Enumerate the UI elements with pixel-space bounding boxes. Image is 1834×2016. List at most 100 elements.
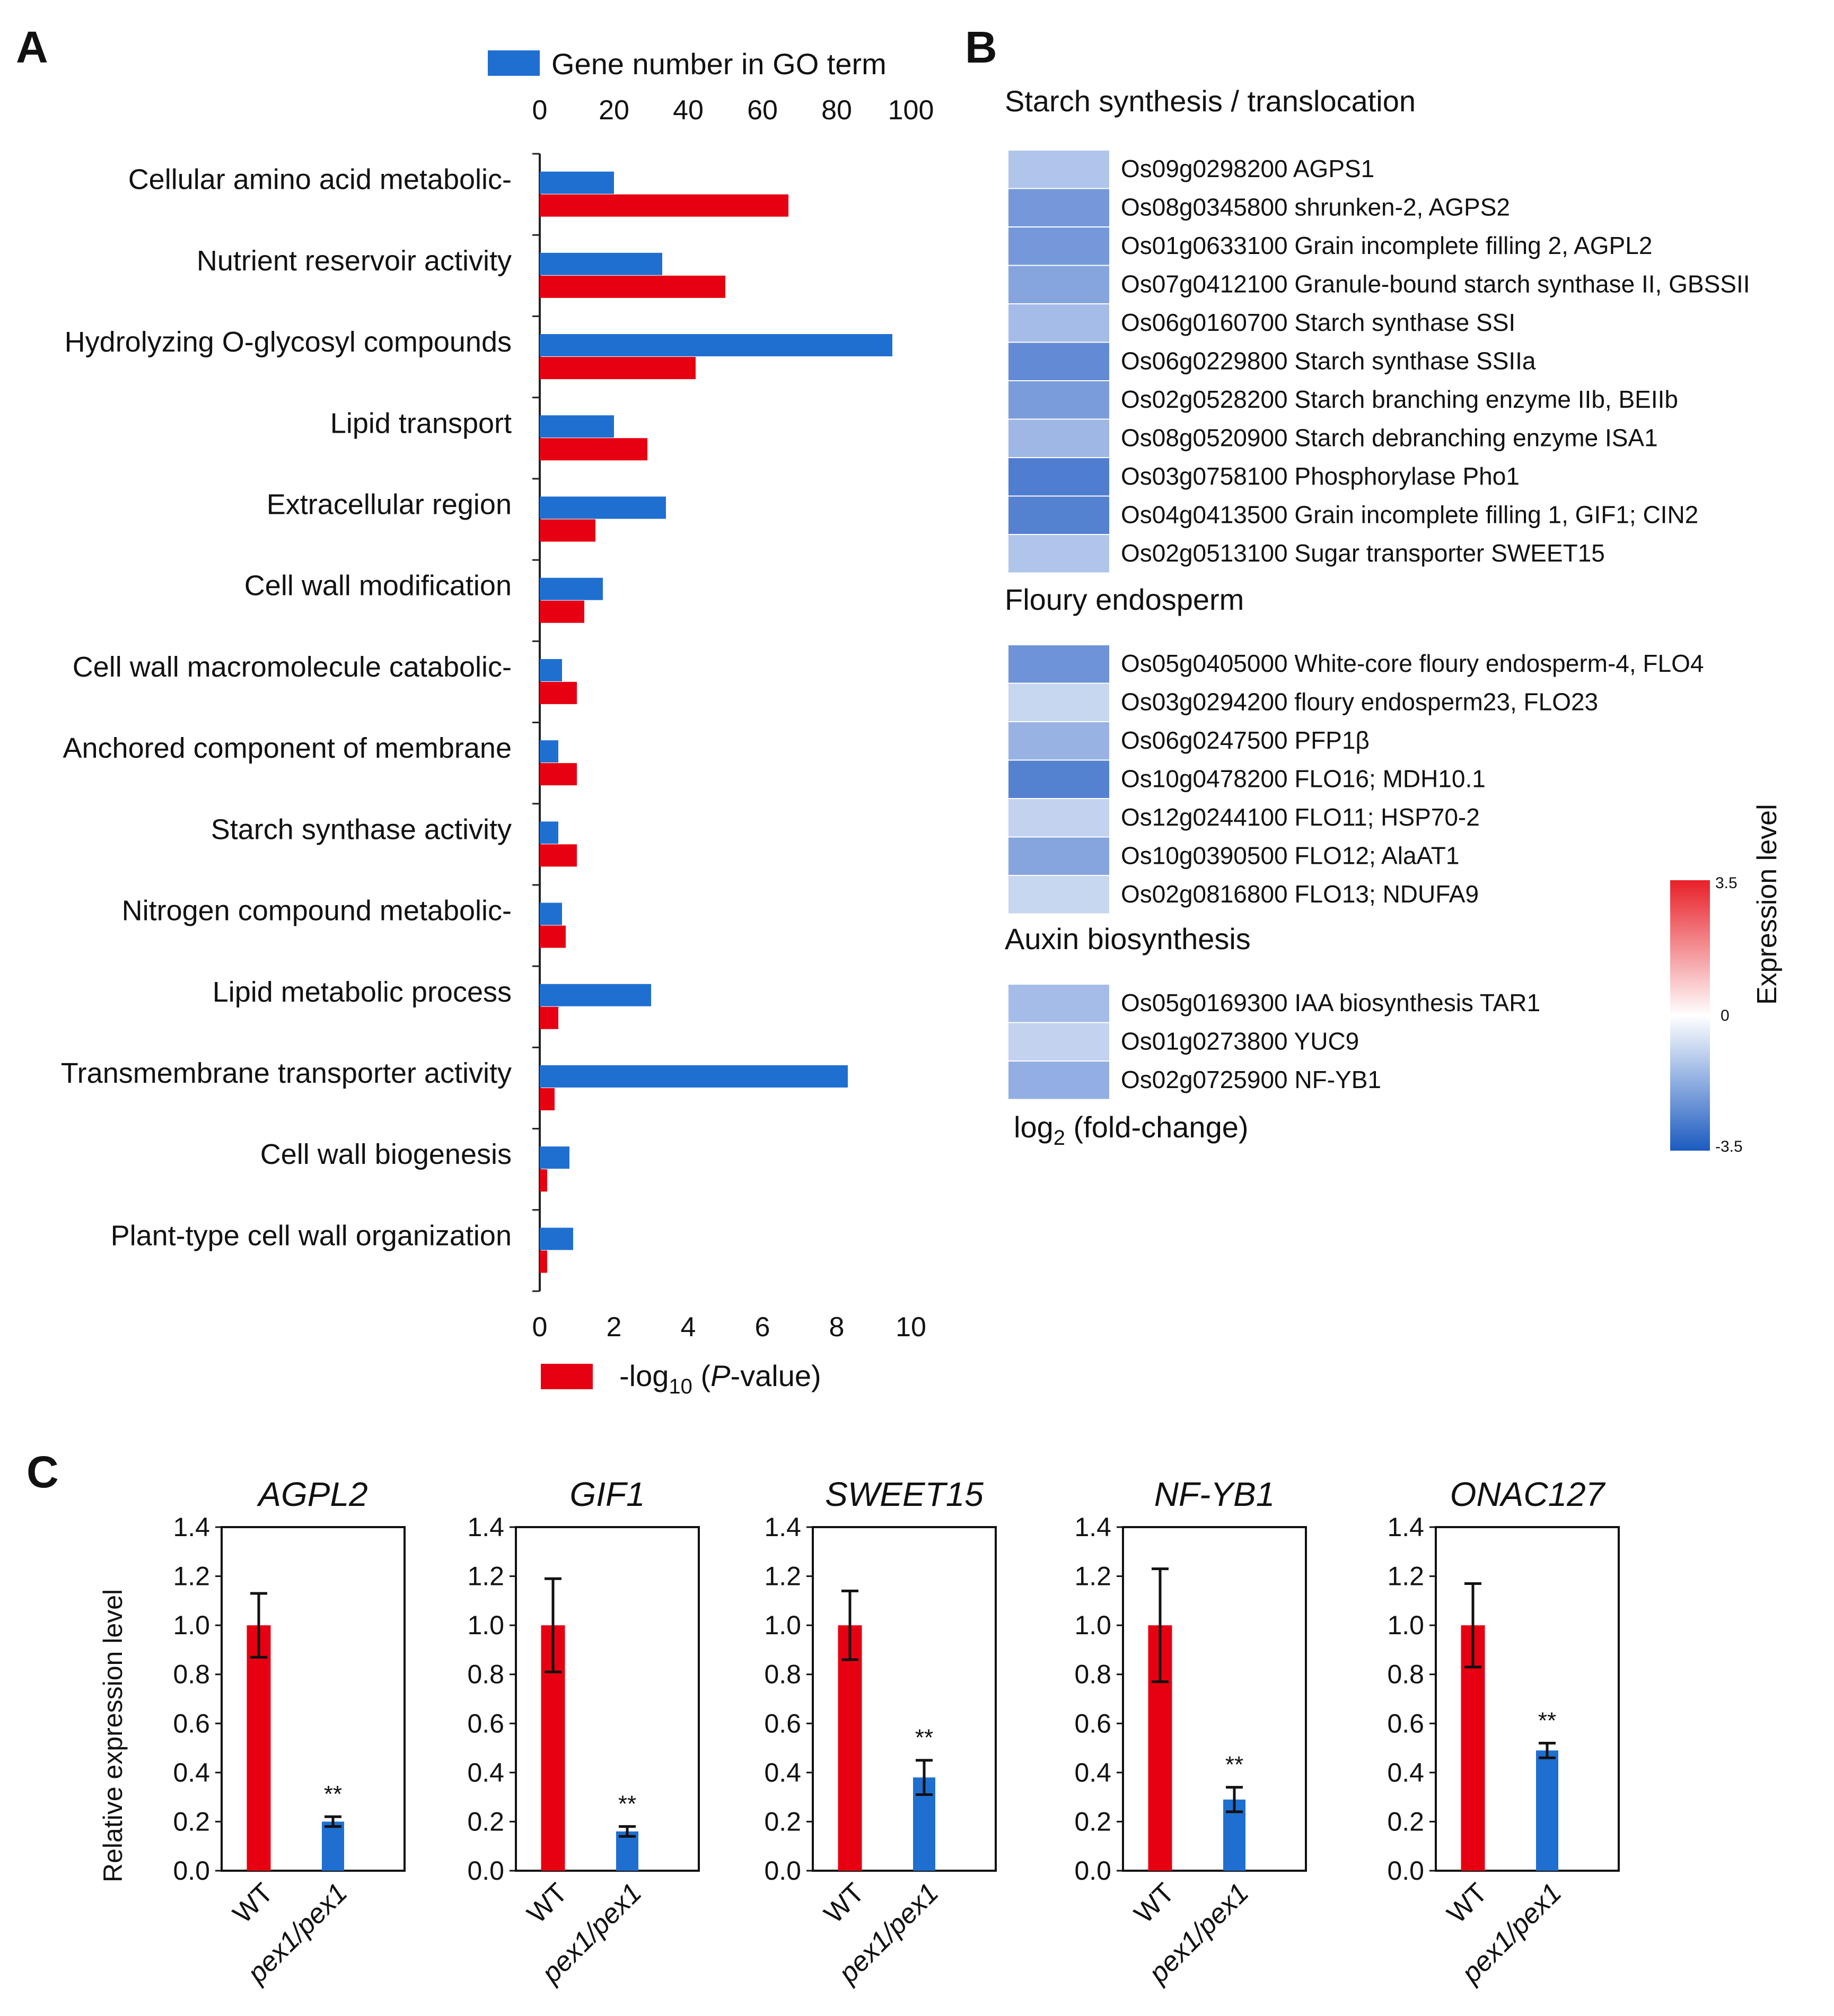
y-axis-label: Relative expression level <box>98 1589 128 1882</box>
heatmap-cell <box>1008 304 1109 342</box>
y-tick-label: 0.2 <box>467 1807 504 1836</box>
x-label-wt: WT <box>1128 1877 1180 1929</box>
top-axis-tick: 100 <box>888 95 934 126</box>
heatmap-cell <box>1008 535 1109 573</box>
y-tick-label: 1.4 <box>467 1512 504 1542</box>
expression-subchart: AGPL20.00.20.40.60.81.01.21.4**WTpex1/pe… <box>173 1475 406 1990</box>
colorbar-tick-min: -3.5 <box>1715 1138 1743 1155</box>
gene-number-bar <box>540 821 558 844</box>
gene-label: Os08g0520900 Starch debranching enzyme I… <box>1121 424 1658 452</box>
significance-mark: ** <box>618 1791 636 1817</box>
pvalue-bar <box>540 438 647 461</box>
y-tick-label: 0.6 <box>1074 1708 1111 1738</box>
y-tick-label: 0.2 <box>1387 1807 1424 1836</box>
mutant-bar <box>322 1821 344 1871</box>
expression-subchart: ONAC1270.00.20.40.60.81.01.21.4**WTpex1/… <box>1387 1475 1620 1990</box>
x-label-wt: WT <box>521 1877 573 1929</box>
y-tick-label: 1.2 <box>1074 1562 1111 1591</box>
bottom-axis-tick: 0 <box>532 1312 548 1343</box>
colorbar-title: Expression level <box>1752 804 1783 1005</box>
y-tick-label: 0.2 <box>1074 1807 1111 1836</box>
y-tick-label: 0.4 <box>1387 1758 1424 1787</box>
heatmap-section-title: Floury endosperm <box>1005 583 1244 616</box>
x-label-wt: WT <box>227 1877 279 1929</box>
y-tick-label: 1.2 <box>764 1562 801 1591</box>
pvalue-bar <box>540 1250 547 1273</box>
pvalue-bar <box>540 519 595 542</box>
heatmap-cell <box>1008 266 1109 303</box>
gene-number-bar <box>540 171 614 194</box>
significance-mark: ** <box>324 1781 342 1807</box>
y-tick-label: 0.4 <box>173 1758 210 1787</box>
heatmap-cell <box>1008 1023 1109 1060</box>
y-tick-label: 0.2 <box>173 1807 210 1836</box>
heatmap-cell <box>1008 683 1109 721</box>
gene-label: Os06g0247500 PFP1β <box>1121 726 1370 754</box>
top-axis-tick: 80 <box>821 95 852 126</box>
gene-label: Os02g0513100 Sugar transporter SWEET15 <box>1121 539 1605 567</box>
mutant-bar <box>1536 1750 1558 1871</box>
pvalue-bar <box>540 925 566 948</box>
y-tick-label: 0.8 <box>1387 1660 1424 1689</box>
panel-label-a: A <box>16 22 48 72</box>
y-tick-label: 0.8 <box>467 1660 504 1689</box>
gene-label: Os06g0229800 Starch synthase SSIIa <box>1121 347 1536 375</box>
x-label-wt: WT <box>818 1877 870 1929</box>
y-tick-label: 1.2 <box>1387 1562 1424 1591</box>
bottom-axis-tick: 8 <box>829 1312 845 1343</box>
y-tick-label: 0.8 <box>764 1660 801 1689</box>
expression-subchart: GIF10.00.20.40.60.81.01.21.4**WTpex1/pex… <box>467 1475 700 1990</box>
y-tick-label: 1.0 <box>1387 1610 1424 1640</box>
significance-mark: ** <box>1225 1752 1243 1778</box>
heatmap-section-title: Auxin biosynthesis <box>1005 922 1251 956</box>
heatmap-cell <box>1008 760 1109 798</box>
legend-swatch-gene-number <box>488 50 540 76</box>
colorbar <box>1670 880 1710 1151</box>
go-term-label: Hydrolyzing O-glycosyl compounds <box>65 326 512 358</box>
gene-label: Os04g0413500 Grain incomplete filling 1,… <box>1121 501 1698 529</box>
gene-label: Os05g0169300 IAA biosynthesis TAR1 <box>1121 989 1540 1016</box>
heatmap-cell <box>1008 799 1109 837</box>
pvalue-bar <box>540 357 696 380</box>
heatmap-cell <box>1008 381 1109 419</box>
gene-label: Os01g0633100 Grain incomplete filling 2,… <box>1121 232 1652 259</box>
significance-mark: ** <box>915 1725 933 1751</box>
gene-label: Os08g0345800 shrunken-2, AGPS2 <box>1121 194 1510 221</box>
go-term-label: Cell wall modification <box>244 570 512 602</box>
heatmap-cell <box>1008 458 1109 496</box>
gene-label: Os02g0816800 FLO13; NDUFA9 <box>1121 880 1479 908</box>
heatmap-cell <box>1008 151 1109 188</box>
y-tick-label: 0.4 <box>467 1758 504 1787</box>
go-term-label: Starch synthase activity <box>211 813 512 845</box>
go-term-label: Cell wall biogenesis <box>260 1138 512 1170</box>
expression-heatmap: Starch synthesis / translocation Os09g029… <box>1005 84 1783 1155</box>
bottom-axis-tick: 6 <box>755 1312 770 1343</box>
bottom-axis-tick: 2 <box>607 1312 622 1343</box>
gene-label: Os06g0160700 Starch synthase SSI <box>1121 309 1515 336</box>
pvalue-bar <box>540 681 577 704</box>
gene-number-bar <box>540 1228 573 1250</box>
gene-label: Os03g0758100 Phosphorylase Pho1 <box>1121 462 1520 490</box>
y-tick-label: 0.0 <box>764 1856 801 1886</box>
qpcr-bar-charts: Relative expression level AGPL2 0.0 0.2 0.4… <box>98 1475 1620 1990</box>
gene-number-bar <box>540 415 614 438</box>
wt-bar <box>247 1625 271 1871</box>
gene-number-bar <box>540 659 562 681</box>
y-tick-label: 0.8 <box>173 1660 210 1689</box>
heatmap-cell <box>1008 837 1109 875</box>
gene-title: SWEET15 <box>825 1475 984 1513</box>
go-term-label: Cellular amino acid metabolic- <box>128 164 512 196</box>
legend-label-pvalue: -log10 (P-value) <box>619 1359 821 1398</box>
y-tick-label: 1.2 <box>173 1562 210 1591</box>
gene-number-bar <box>540 334 892 357</box>
top-axis-tick: 0 <box>532 95 548 126</box>
pvalue-bar <box>540 194 788 217</box>
heatmap-cell <box>1008 876 1109 914</box>
gene-number-bar <box>540 740 558 763</box>
y-tick-label: 0.0 <box>467 1856 504 1886</box>
gene-title: AGPL2 <box>256 1475 367 1513</box>
heatmap-cell <box>1008 419 1109 457</box>
gene-number-bar <box>540 1065 848 1088</box>
heatmap-cell <box>1008 227 1109 265</box>
gene-number-bar <box>540 496 666 519</box>
